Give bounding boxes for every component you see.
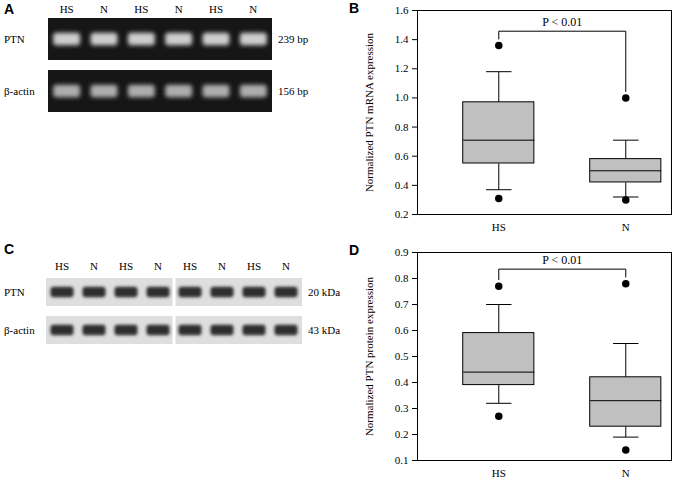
svg-text:HS: HS (55, 260, 69, 272)
svg-text:0.8: 0.8 (395, 272, 409, 284)
svg-text:PTN: PTN (4, 33, 25, 45)
svg-text:1.4: 1.4 (395, 33, 409, 45)
svg-text:HS: HS (492, 467, 506, 479)
svg-text:N: N (175, 3, 183, 15)
svg-text:HS: HS (209, 3, 223, 15)
svg-text:0.6: 0.6 (395, 324, 409, 336)
svg-text:N: N (218, 260, 226, 272)
svg-text:0.9: 0.9 (395, 246, 409, 258)
svg-text:N: N (100, 3, 108, 15)
svg-text:20 kDa: 20 kDa (308, 286, 340, 298)
svg-text:A: A (4, 1, 14, 17)
svg-text:1.6: 1.6 (395, 4, 409, 16)
svg-text:P < 0.01: P < 0.01 (542, 253, 582, 267)
svg-text:N: N (622, 467, 630, 479)
svg-text:C: C (4, 241, 14, 257)
svg-text:HS: HS (492, 221, 506, 233)
svg-text:N: N (282, 260, 290, 272)
svg-text:β-actin: β-actin (4, 85, 35, 97)
svg-text:239 bp: 239 bp (278, 33, 309, 45)
svg-text:N: N (90, 260, 98, 272)
svg-text:0.2: 0.2 (395, 208, 409, 220)
svg-text:P < 0.01: P < 0.01 (542, 15, 582, 29)
svg-text:Normalized PTN protein express: Normalized PTN protein expression (363, 276, 375, 436)
svg-text:N: N (154, 260, 162, 272)
svg-text:43 kDa: 43 kDa (308, 324, 340, 336)
svg-text:HS: HS (134, 3, 148, 15)
svg-text:β-actin: β-actin (4, 324, 35, 336)
svg-text:0.2: 0.2 (395, 428, 409, 440)
svg-text:N: N (249, 3, 257, 15)
svg-text:0.7: 0.7 (395, 298, 409, 310)
svg-text:N: N (622, 221, 630, 233)
svg-text:HS: HS (119, 260, 133, 272)
svg-text:0.5: 0.5 (395, 350, 409, 362)
svg-text:HS: HS (183, 260, 197, 272)
svg-text:0.8: 0.8 (395, 121, 409, 133)
svg-text:HS: HS (60, 3, 74, 15)
svg-text:HS: HS (247, 260, 261, 272)
svg-text:1.0: 1.0 (395, 91, 409, 103)
svg-text:Normalized PTN mRNA expression: Normalized PTN mRNA expression (363, 32, 375, 192)
html-text:D: D (349, 242, 360, 258)
svg-text:156 bp: 156 bp (278, 85, 309, 97)
svg-text:0.6: 0.6 (395, 150, 409, 162)
svg-text:PTN: PTN (4, 286, 25, 298)
svg-text:0.4: 0.4 (395, 179, 409, 191)
svg-text:0.4: 0.4 (395, 376, 409, 388)
svg-text:0.1: 0.1 (395, 454, 409, 466)
svg-text:0.3: 0.3 (395, 402, 409, 414)
html-text:B: B (349, 0, 360, 16)
svg-text:1.2: 1.2 (395, 62, 409, 74)
